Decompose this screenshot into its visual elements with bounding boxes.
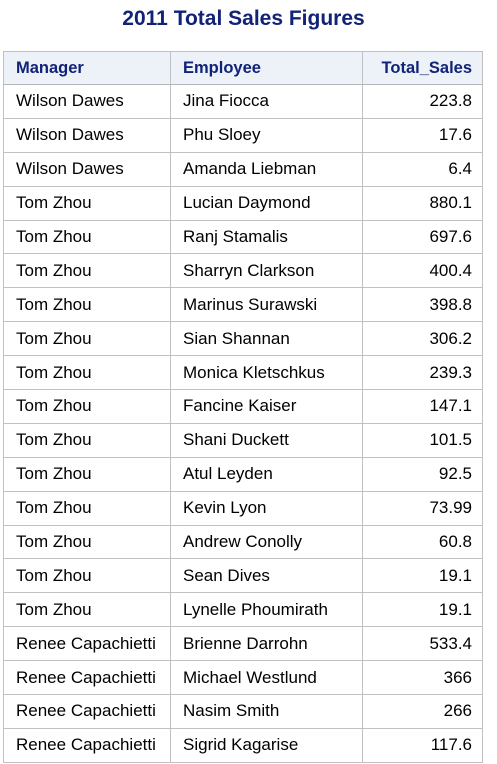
table-body: Wilson Dawes Jina Fiocca 223.8 Wilson Dawes… [3,84,483,763]
cell-manager: Renee Capachietti [3,626,171,662]
cell-employee: Sharryn Clarkson [170,253,363,289]
cell-total-sales: 306.2 [362,321,483,357]
cell-total-sales: 880.1 [362,185,483,221]
table-row: Wilson Dawes Jina Fiocca 223.8 [3,84,483,119]
cell-total-sales: 101.5 [362,422,483,458]
cell-employee: Michael Westlund [170,660,363,696]
cell-manager: Tom Zhou [3,592,171,628]
cell-total-sales: 17.6 [362,117,483,153]
cell-total-sales: 533.4 [362,626,483,662]
cell-manager: Tom Zhou [3,287,171,323]
cell-manager: Tom Zhou [3,524,171,560]
cell-manager: Renee Capachietti [3,660,171,696]
cell-total-sales: 697.6 [362,219,483,255]
table-row: Renee Capachietti Nasim Smith 266 [3,694,483,729]
cell-manager: Renee Capachietti [3,694,171,729]
cell-total-sales: 223.8 [362,84,483,119]
table-row: Tom Zhou Monica Kletschkus 239.3 [3,355,483,391]
table-row: Tom Zhou Lynelle Phoumirath 19.1 [3,592,483,628]
cell-employee: Brienne Darrohn [170,626,363,662]
cell-total-sales: 6.4 [362,151,483,187]
table-row: Tom Zhou Sean Dives 19.1 [3,558,483,594]
table-header: Manager Employee Total_Sales [3,51,483,85]
table-row: Tom Zhou Andrew Conolly 60.8 [3,524,483,560]
cell-manager: Tom Zhou [3,422,171,458]
cell-employee: Nasim Smith [170,694,363,729]
cell-manager: Tom Zhou [3,490,171,526]
cell-total-sales: 366 [362,660,483,696]
cell-manager: Tom Zhou [3,253,171,289]
cell-employee: Lucian Daymond [170,185,363,221]
cell-manager: Wilson Dawes [3,84,171,119]
table-row: Tom Zhou Lucian Daymond 880.1 [3,185,483,221]
table-row: Tom Zhou Shani Duckett 101.5 [3,422,483,458]
cell-employee: Sigrid Kagarise [170,727,363,763]
cell-employee: Kevin Lyon [170,490,363,526]
cell-employee: Lynelle Phoumirath [170,592,363,628]
table-row: Wilson Dawes Phu Sloey 17.6 [3,117,483,153]
table-row: Wilson Dawes Amanda Liebman 6.4 [3,151,483,187]
cell-manager: Renee Capachietti [3,727,171,763]
cell-employee: Jina Fiocca [170,84,363,119]
table-row: Tom Zhou Atul Leyden 92.5 [3,456,483,492]
cell-total-sales: 398.8 [362,287,483,323]
column-header-total-sales[interactable]: Total_Sales [362,51,483,85]
cell-employee: Marinus Surawski [170,287,363,323]
cell-manager: Tom Zhou [3,321,171,357]
cell-employee: Fancine Kaiser [170,389,363,424]
cell-employee: Monica Kletschkus [170,355,363,391]
cell-total-sales: 239.3 [362,355,483,391]
column-header-employee[interactable]: Employee [170,51,363,85]
column-header-manager[interactable]: Manager [3,51,171,85]
cell-employee: Amanda Liebman [170,151,363,187]
sales-table: Manager Employee Total_Sales Wilson Dawe… [3,51,483,763]
cell-employee: Sian Shannan [170,321,363,357]
report-title: 2011 Total Sales Figures [122,7,365,30]
table-row: Tom Zhou Ranj Stamalis 697.6 [3,219,483,255]
cell-employee: Shani Duckett [170,422,363,458]
cell-total-sales: 147.1 [362,389,483,424]
cell-manager: Wilson Dawes [3,151,171,187]
cell-total-sales: 117.6 [362,727,483,763]
cell-total-sales: 19.1 [362,592,483,628]
header-row: Manager Employee Total_Sales [3,51,483,85]
cell-total-sales: 92.5 [362,456,483,492]
table-row: Renee Capachietti Brienne Darrohn 533.4 [3,626,483,662]
table-row: Tom Zhou Fancine Kaiser 147.1 [3,389,483,424]
table-row: Tom Zhou Sharryn Clarkson 400.4 [3,253,483,289]
cell-manager: Wilson Dawes [3,117,171,153]
table-row: Tom Zhou Marinus Surawski 398.8 [3,287,483,323]
cell-employee: Ranj Stamalis [170,219,363,255]
cell-manager: Tom Zhou [3,185,171,221]
cell-total-sales: 60.8 [362,524,483,560]
cell-employee: Atul Leyden [170,456,363,492]
cell-total-sales: 73.99 [362,490,483,526]
cell-total-sales: 400.4 [362,253,483,289]
cell-total-sales: 19.1 [362,558,483,594]
cell-manager: Tom Zhou [3,558,171,594]
cell-employee: Andrew Conolly [170,524,363,560]
table-row: Renee Capachietti Michael Westlund 366 [3,660,483,696]
table-row: Tom Zhou Kevin Lyon 73.99 [3,490,483,526]
cell-manager: Tom Zhou [3,355,171,391]
cell-total-sales: 266 [362,694,483,729]
cell-manager: Tom Zhou [3,219,171,255]
table-row: Tom Zhou Sian Shannan 306.2 [3,321,483,357]
cell-manager: Tom Zhou [3,389,171,424]
cell-employee: Phu Sloey [170,117,363,153]
cell-manager: Tom Zhou [3,456,171,492]
table-row: Renee Capachietti Sigrid Kagarise 117.6 [3,727,483,763]
cell-employee: Sean Dives [170,558,363,594]
